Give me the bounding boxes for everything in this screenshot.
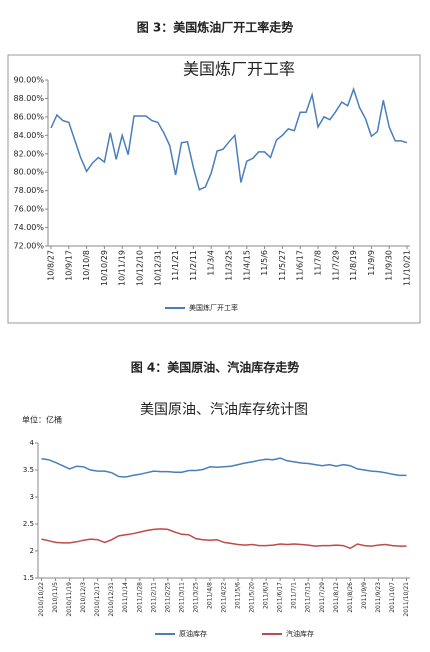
- y-tick-label: 2: [30, 547, 34, 555]
- series-line: [50, 86, 408, 191]
- y-tick-label: 2.5: [23, 520, 34, 528]
- y-tick-label: 88.00%: [13, 94, 44, 103]
- y-tick-label: 4: [30, 439, 35, 447]
- chart-title: 美国原油、汽油库存统计图: [140, 402, 308, 418]
- y-tick-label: 72.00%: [13, 242, 44, 251]
- x-tick-label: 2011/3/11: [178, 582, 185, 613]
- x-tick-label: 2011/8/26: [347, 582, 354, 613]
- x-tick-label: 2011/10/7: [389, 582, 396, 613]
- legend-label: 美国炼厂开工率: [189, 303, 238, 312]
- x-tick-label: 2011/7/1: [291, 582, 298, 609]
- x-tick-label: 2011/5/6: [235, 582, 242, 609]
- x-tick-label: 2011/1/28: [136, 582, 143, 613]
- chart-title: 美国炼厂开工率: [183, 60, 295, 79]
- x-tick-label: 10/12/10: [135, 250, 144, 286]
- x-tick-label: 11/8/19: [349, 250, 358, 281]
- x-tick-label: 11/9/30: [385, 250, 394, 281]
- y-tick-label: 84.00%: [13, 131, 44, 140]
- x-tick-label: 11/7/29: [331, 250, 340, 281]
- x-tick-label: 11/4/15: [242, 250, 251, 281]
- x-tick-label: 11/10/21: [403, 250, 412, 286]
- x-tick-label: 10/10/8: [82, 250, 91, 281]
- y-tick-label: 76.00%: [13, 205, 44, 214]
- x-tick-label: 2010/10/22: [38, 582, 45, 617]
- x-tick-label: 2011/9/9: [361, 582, 368, 609]
- y-tick-label: 1.5: [23, 574, 34, 582]
- x-tick-label: 10/11/19: [118, 250, 127, 286]
- x-tick-label: 2011/5/20: [249, 582, 256, 613]
- x-tick-label: 2011/6/3: [263, 582, 270, 609]
- x-tick-label: 2011/2/25: [164, 582, 171, 613]
- x-tick-label: 11/9/9: [367, 250, 376, 276]
- y-tick-label: 86.00%: [13, 112, 44, 121]
- x-tick-label: 2011/4/8: [206, 582, 213, 609]
- x-tick-label: 2010/12/31: [108, 582, 115, 617]
- x-tick-label: 2011/7/29: [319, 582, 326, 613]
- x-tick-label: 2011/10/21: [403, 582, 410, 617]
- x-tick-label: 11/1/21: [171, 250, 180, 281]
- x-tick-label: 2010/11/19: [66, 582, 73, 617]
- legend-label: 原油库存: [179, 629, 207, 638]
- series-line: [41, 457, 407, 478]
- y-tick-label: 74.00%: [13, 223, 44, 232]
- x-tick-label: 10/12/31: [153, 250, 162, 286]
- x-tick-label: 2011/9/23: [375, 582, 382, 613]
- y-tick-label: 80.00%: [13, 168, 44, 177]
- chart-frame: [7, 54, 421, 324]
- legend-label: 汽油库存: [286, 629, 314, 638]
- x-tick-label: 10/10/29: [100, 250, 109, 286]
- x-tick-label: 2011/7/15: [305, 582, 312, 613]
- x-tick-label: 2011/3/25: [192, 582, 199, 613]
- x-tick-label: 11/5/6: [260, 250, 269, 276]
- x-tick-label: 2010/12/17: [94, 582, 101, 617]
- x-tick-label: 11/3/25: [225, 250, 234, 281]
- x-tick-label: 11/6/17: [296, 250, 305, 281]
- y-tick-label: 3.5: [23, 466, 34, 474]
- x-tick-label: 2010/12/3: [80, 582, 87, 613]
- x-tick-label: 2010/11/5: [52, 582, 59, 613]
- y-tick-label: 82.00%: [13, 149, 44, 158]
- x-tick-label: 2011/6/17: [277, 582, 284, 613]
- y-tick-label: 78.00%: [13, 186, 44, 195]
- x-tick-label: 11/3/4: [207, 250, 216, 276]
- x-tick-label: 11/2/11: [189, 250, 198, 281]
- series-line: [41, 528, 407, 550]
- figure-caption: 图 4：美国原油、汽油库存走势: [131, 360, 300, 375]
- x-tick-label: 10/9/17: [64, 250, 73, 281]
- y-tick-label: 3: [30, 493, 34, 501]
- x-tick-label: 2011/8/12: [333, 582, 340, 613]
- x-tick-label: 2011/2/11: [150, 582, 157, 613]
- x-tick-label: 11/5/27: [278, 250, 287, 281]
- x-tick-label: 11/7/8: [314, 250, 323, 276]
- x-tick-label: 2011/1/14: [122, 582, 129, 613]
- figure-caption: 图 3：美国炼油厂开工率走势: [137, 20, 294, 35]
- unit-label: 单位：亿桶: [22, 415, 62, 425]
- x-tick-label: 10/8/27: [46, 250, 55, 281]
- x-tick-label: 2011/4/22: [221, 582, 228, 613]
- y-tick-label: 90.00%: [13, 76, 44, 85]
